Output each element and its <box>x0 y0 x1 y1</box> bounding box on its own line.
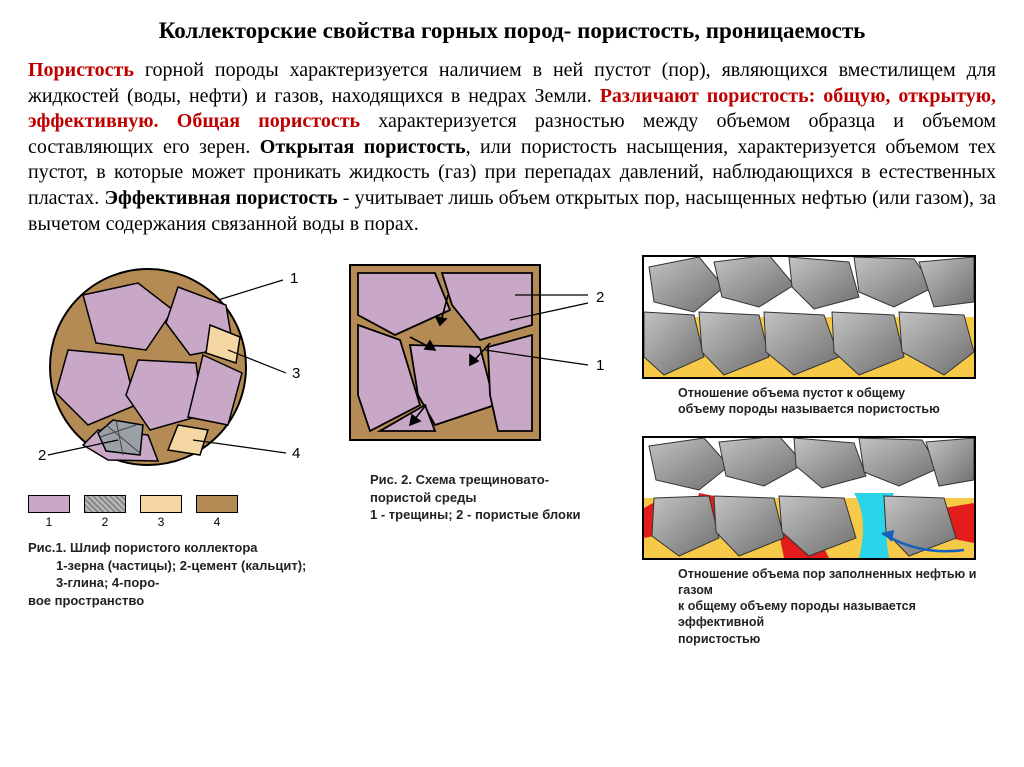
panel-effective: Отношение объема пор заполненных нефтью … <box>642 436 996 647</box>
swatch-1: 1 <box>28 495 70 529</box>
figure-2: 2 1 Рис. 2. Схема трещиновато- пористой … <box>340 255 620 524</box>
term-effective: Эффективная пористость <box>104 187 337 209</box>
svg-text:3: 3 <box>292 365 300 382</box>
svg-text:4: 4 <box>292 445 300 462</box>
term-open: Открытая пористость <box>260 136 466 158</box>
panel-porosity: Отношение объема пустот к общему объему … <box>642 255 996 418</box>
page-title: Коллекторские свойства горных пород- пор… <box>28 18 996 44</box>
figure-3: Отношение объема пустот к общему объему … <box>642 255 996 647</box>
svg-text:1: 1 <box>596 357 604 374</box>
fig2-caption: Рис. 2. Схема трещиновато- пористой сред… <box>340 471 620 524</box>
figures-row: 1 3 4 2 1 2 3 4 Р <box>28 255 996 647</box>
fig1-legend: 1 2 3 4 <box>28 495 318 529</box>
panel-porosity-caption: Отношение объема пустот к общему объему … <box>642 385 996 418</box>
swatch-3: 3 <box>140 495 182 529</box>
main-paragraph: Пористость горной породы характеризуется… <box>28 58 996 237</box>
fig1-caption: Рис.1. Шлиф пористого коллектора 1-зерна… <box>28 539 318 609</box>
swatch-2: 2 <box>84 495 126 529</box>
swatch-4: 4 <box>196 495 238 529</box>
figure-1: 1 3 4 2 1 2 3 4 Р <box>28 255 318 609</box>
svg-text:2: 2 <box>596 289 604 306</box>
panel-effective-caption: Отношение объема пор заполненных нефтью … <box>642 566 996 647</box>
svg-text:2: 2 <box>38 447 46 464</box>
svg-text:1: 1 <box>290 270 298 287</box>
term-porosity: Пористость <box>28 59 134 81</box>
